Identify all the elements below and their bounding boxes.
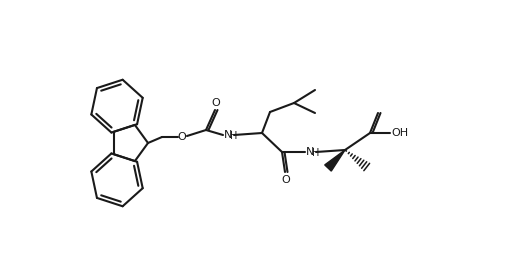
Text: N: N	[306, 147, 314, 157]
Text: N: N	[224, 130, 232, 140]
Polygon shape	[325, 150, 345, 171]
Text: O: O	[177, 132, 186, 142]
Text: H: H	[230, 131, 238, 141]
Text: O: O	[211, 98, 220, 108]
Text: H: H	[312, 148, 319, 158]
Text: O: O	[282, 175, 290, 185]
Text: OH: OH	[392, 128, 409, 138]
